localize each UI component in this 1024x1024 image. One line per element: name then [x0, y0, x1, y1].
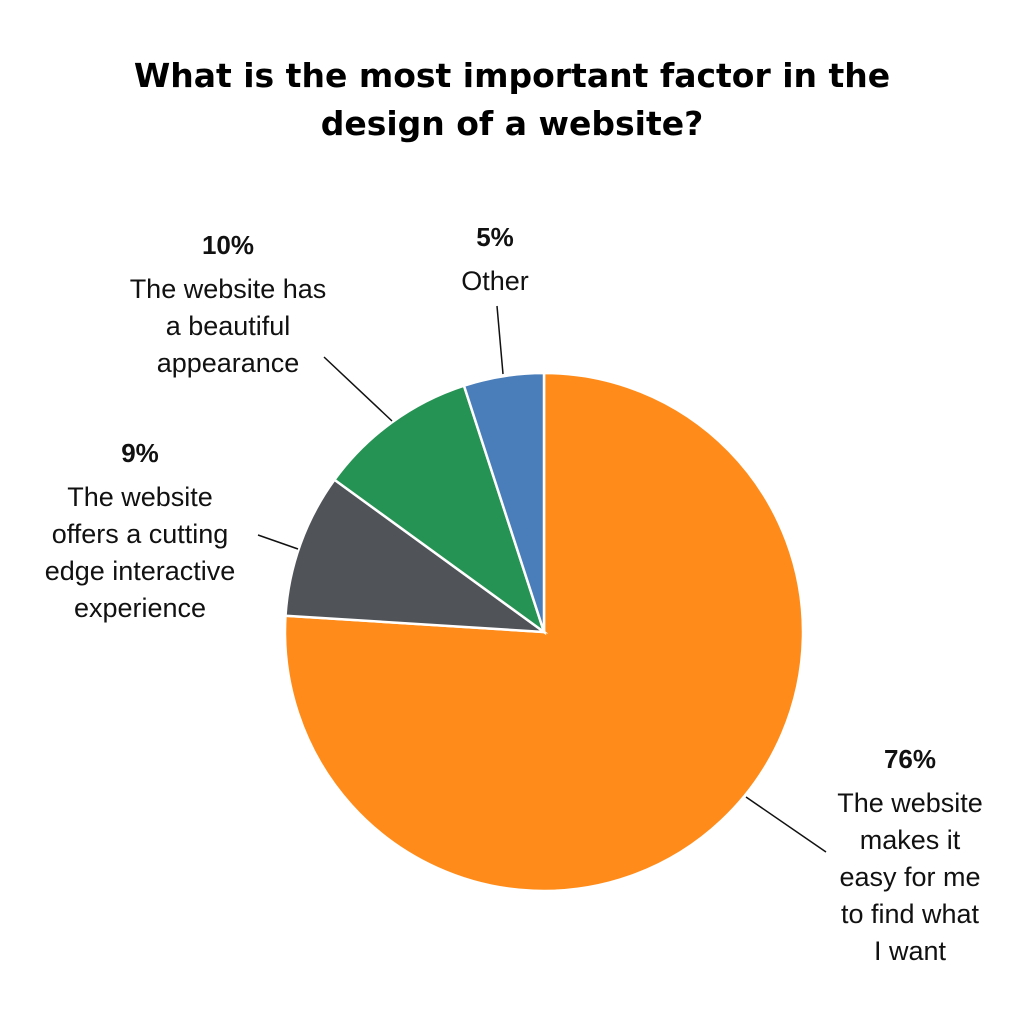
- chart-title-line-1: What is the most important factor in the: [133, 56, 891, 95]
- slice-category-label-1-line-1: offers a cutting: [52, 519, 229, 549]
- leader-line-3: [496, 305, 504, 375]
- pie-slice-1: [284, 478, 549, 634]
- slice-value-label-1: 9%: [121, 438, 159, 468]
- slice-category-label-0-line-0: The website: [837, 788, 983, 818]
- slice-category-label-0-line-1: makes it: [860, 825, 961, 855]
- slice-category-label-0-line-4: I want: [874, 936, 947, 966]
- slice-category-label-2-line-1: a beautiful: [166, 311, 291, 341]
- leader-line-2: [323, 356, 393, 422]
- pie-slices: [283, 371, 805, 893]
- slice-category-label-3-line-0: Other: [461, 266, 529, 296]
- chart-title: What is the most important factor in the…: [0, 52, 1024, 148]
- slice-category-label-1-line-0: The website: [67, 482, 213, 512]
- pie-slice-0: [283, 371, 805, 893]
- slice-category-label-0-line-3: to find what: [841, 899, 980, 929]
- slice-category-label-2-line-0: The website has: [130, 274, 327, 304]
- slice-category-label-1-line-3: experience: [74, 593, 206, 623]
- pie-slice-2: [332, 384, 547, 636]
- slice-value-label-0: 76%: [884, 744, 936, 774]
- slice-value-label-3: 5%: [476, 222, 514, 252]
- slice-category-label-0-line-2: easy for me: [839, 862, 980, 892]
- leader-line-0: [745, 796, 827, 853]
- slice-category-label-1-line-2: edge interactive: [45, 556, 236, 586]
- pie-slice-3: [462, 371, 546, 633]
- leader-lines: [257, 305, 827, 853]
- chart-title-line-2: design of a website?: [320, 104, 704, 143]
- slice-labels: 76% The website makes it easy for me to find…: [45, 222, 983, 966]
- leader-line-1: [257, 534, 299, 550]
- slice-category-label-2-line-2: appearance: [157, 348, 300, 378]
- slice-value-label-2: 10%: [202, 230, 254, 260]
